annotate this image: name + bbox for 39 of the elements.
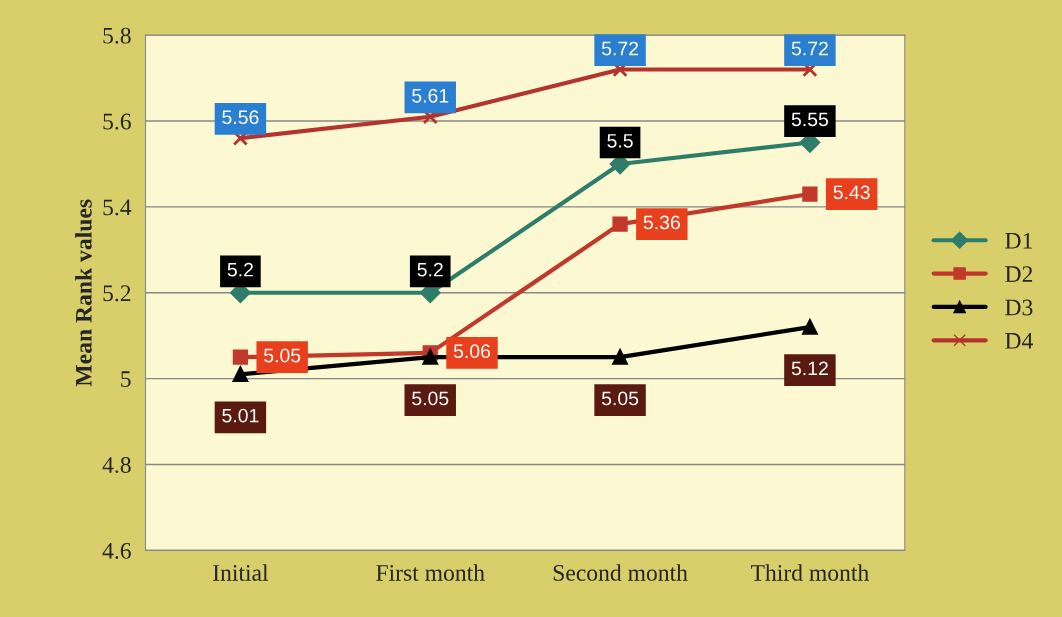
data-label: 5.12	[791, 361, 828, 376]
x-tick-label: Initial	[213, 564, 269, 581]
data-label: 5.2	[227, 262, 253, 277]
y-tick-label: 4.6	[102, 542, 131, 559]
y-tick-label: 5.8	[103, 27, 131, 44]
x-tick-label: Third month	[750, 564, 869, 581]
point	[611, 347, 629, 365]
point	[802, 319, 818, 335]
data-label: 5.06	[453, 344, 491, 359]
point	[232, 349, 249, 365]
x-tick-label: Second month	[553, 564, 688, 581]
legend-label: D4	[1005, 333, 1033, 349]
y-tick-label: 5.6	[103, 113, 131, 130]
point	[232, 366, 249, 382]
point	[802, 186, 818, 202]
data-label: 5.43	[833, 185, 870, 200]
data-label: 5.5	[607, 134, 633, 148]
data-label: 5.56	[222, 110, 259, 125]
x-tick-label: First month	[376, 564, 485, 581]
y-tick-label: 4.8	[102, 456, 131, 474]
legend-label: D2	[1005, 266, 1033, 282]
data-label: 5.05	[601, 391, 639, 406]
y-tick-label: 5.4	[103, 199, 132, 216]
legend-label: D3	[1005, 299, 1033, 316]
data-label: 5.05	[264, 348, 301, 363]
y-tick-label: 5.2	[103, 285, 131, 302]
data-label: 5.2	[417, 262, 443, 277]
data-label: 5.72	[791, 41, 828, 56]
y-axis-title: Mean Rank values	[75, 199, 92, 387]
data-label: 5.36	[643, 215, 680, 230]
data-label: 5.61	[412, 88, 449, 103]
legend-label: D1	[1005, 232, 1032, 249]
data-label: 5.55	[791, 112, 829, 127]
data-label: 5.01	[222, 408, 259, 423]
point	[421, 347, 439, 365]
y-tick-label: 5	[121, 371, 131, 388]
point	[612, 216, 628, 232]
data-label: 5.72	[601, 41, 639, 56]
data-label: 5.05	[412, 391, 449, 406]
